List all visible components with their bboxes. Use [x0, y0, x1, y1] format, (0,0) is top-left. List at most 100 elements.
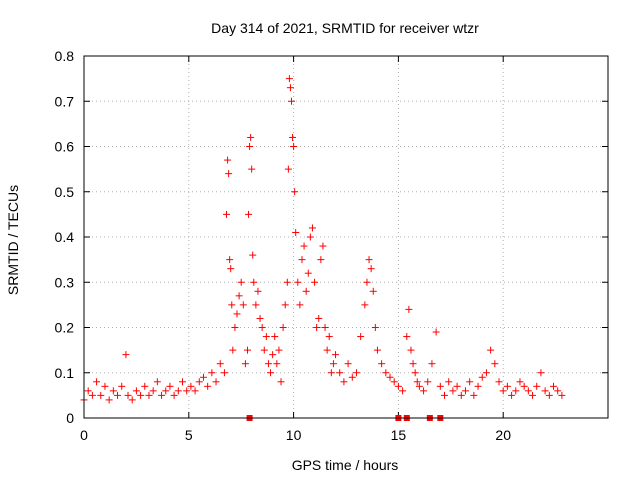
data-point [239, 301, 247, 309]
data-point [394, 382, 402, 390]
data-point [269, 351, 277, 359]
x-tick-label: 5 [185, 427, 193, 443]
data-point [235, 292, 243, 300]
data-point [367, 265, 375, 273]
data-point [166, 382, 174, 390]
y-tick-label: 0.7 [55, 93, 75, 109]
data-points [80, 75, 566, 404]
data-point [405, 305, 413, 313]
data-point [296, 301, 304, 309]
data-point [373, 346, 381, 354]
data-point [233, 310, 241, 318]
data-point [378, 360, 386, 368]
chart-title: Day 314 of 2021, SRMTID for receiver wtz… [211, 20, 479, 36]
data-point [254, 287, 262, 295]
data-point [304, 269, 312, 277]
x-tick-label: 0 [80, 427, 88, 443]
data-point [118, 382, 126, 390]
data-point [520, 382, 528, 390]
data-point [512, 387, 520, 395]
data-point [436, 382, 444, 390]
x-tick-label: 20 [495, 427, 511, 443]
data-point [258, 324, 266, 331]
data-point [109, 387, 117, 395]
data-point [241, 360, 249, 368]
data-point [243, 346, 251, 354]
data-point [487, 346, 495, 354]
data-point [432, 328, 440, 336]
data-point [352, 369, 360, 377]
grid-lines [84, 56, 608, 418]
data-point [275, 346, 283, 354]
data-point [191, 387, 199, 395]
data-point [124, 391, 132, 399]
data-point [220, 369, 228, 377]
data-point [250, 278, 258, 286]
data-point [291, 188, 299, 196]
data-point [145, 391, 153, 399]
data-point [441, 391, 449, 399]
data-point [424, 378, 432, 386]
data-point [183, 387, 191, 395]
data-point [524, 387, 532, 395]
data-point [516, 378, 524, 386]
data-point [267, 369, 275, 377]
data-point [224, 156, 232, 164]
data-point [336, 369, 344, 377]
data-point [248, 165, 256, 173]
data-point [97, 391, 105, 399]
data-point [249, 251, 257, 259]
data-point [208, 369, 216, 377]
data-point [273, 360, 281, 368]
data-point [195, 378, 203, 386]
data-point [285, 75, 293, 83]
data-point [363, 278, 371, 286]
data-point [271, 333, 279, 341]
data-point [231, 324, 239, 331]
data-point [199, 373, 207, 381]
y-tick-label: 0.8 [55, 48, 75, 64]
data-point [225, 170, 233, 178]
data-point [533, 382, 541, 390]
data-point [478, 373, 486, 381]
data-point [361, 301, 369, 309]
data-point [382, 369, 390, 377]
data-point [298, 256, 306, 264]
data-point [262, 333, 270, 341]
data-point [386, 373, 394, 381]
data-point [348, 373, 356, 381]
data-point [332, 351, 340, 359]
data-point [371, 324, 379, 331]
y-tick-label: 0.6 [55, 139, 75, 155]
data-point [357, 333, 365, 341]
data-point [327, 369, 335, 377]
data-point [229, 346, 237, 354]
data-point [153, 378, 161, 386]
data-point [499, 387, 507, 395]
data-point [420, 387, 428, 395]
data-point [141, 382, 149, 390]
data-point [162, 387, 170, 395]
data-point [537, 369, 545, 377]
data-point [508, 391, 516, 399]
data-point [449, 387, 457, 395]
data-point [284, 165, 292, 173]
data-point [313, 324, 321, 331]
data-point [137, 391, 145, 399]
data-point [101, 382, 109, 390]
data-point [491, 360, 499, 368]
data-point [132, 387, 140, 395]
data-point [403, 333, 411, 341]
data-point [252, 301, 260, 309]
data-point [308, 224, 316, 232]
data-point [290, 143, 298, 150]
data-point [294, 278, 302, 286]
data-point [554, 387, 562, 395]
data-point [105, 396, 113, 404]
data-point [529, 391, 537, 399]
x-axis-label: GPS time / hours [292, 457, 399, 473]
data-point [187, 382, 195, 390]
data-point [149, 387, 157, 395]
y-tick-label: 0.1 [55, 365, 75, 381]
